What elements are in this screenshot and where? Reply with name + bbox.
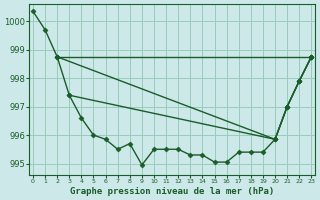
X-axis label: Graphe pression niveau de la mer (hPa): Graphe pression niveau de la mer (hPa) [70,187,274,196]
